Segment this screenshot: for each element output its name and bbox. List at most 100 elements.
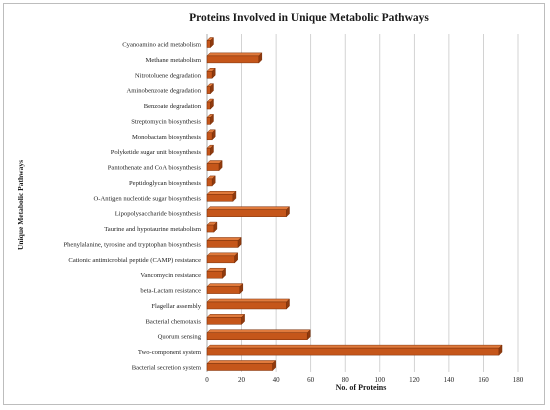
category-label: Pantothenate and CoA biosynthesis xyxy=(108,165,202,172)
bar-top-face xyxy=(206,314,246,318)
bar xyxy=(206,206,291,218)
bar-front-face xyxy=(206,101,211,110)
x-tick-label: 80 xyxy=(342,376,350,384)
bar-side-face xyxy=(210,98,214,110)
bar xyxy=(206,252,239,264)
bar-top-face xyxy=(206,360,277,364)
x-tick-label: 120 xyxy=(409,376,420,384)
bar-top-face xyxy=(206,283,244,287)
bar-side-face xyxy=(306,329,311,341)
bar-front-face xyxy=(206,86,211,94)
bar-top-face xyxy=(206,298,291,303)
bar xyxy=(206,113,215,126)
bar-front-face xyxy=(206,209,287,217)
category-label: Quorum sensing xyxy=(158,334,202,341)
bar xyxy=(206,359,277,372)
bar-top-face xyxy=(206,252,239,257)
category-label: Streptomycin biosynthesis xyxy=(131,118,201,125)
bar-front-face xyxy=(206,240,239,248)
bar xyxy=(206,129,216,141)
bar xyxy=(206,344,503,356)
x-axis-label: No. of Proteins xyxy=(336,383,387,392)
bar-top-face xyxy=(206,52,263,57)
bar xyxy=(206,190,237,202)
bar xyxy=(206,221,218,233)
bar-side-face xyxy=(213,221,218,233)
bar-front-face xyxy=(206,40,211,48)
bar-side-face xyxy=(232,190,237,202)
bar xyxy=(206,175,216,187)
category-label: Benzoate degradation xyxy=(144,103,202,110)
bar xyxy=(206,159,223,172)
bar xyxy=(206,67,216,79)
bar-front-face xyxy=(206,117,211,125)
category-label: Lipopolysaccharide biosynthesis xyxy=(115,211,202,218)
bar-front-face xyxy=(206,301,287,310)
x-tick-labels: 0 20 40 60 80 100 120 140 160 180 xyxy=(205,376,524,384)
bar xyxy=(206,52,263,64)
bar-front-face xyxy=(206,194,234,202)
bar xyxy=(206,144,215,156)
bar xyxy=(206,313,246,325)
category-label: O-Antigen nucleotide sugar biosynthesis xyxy=(94,195,202,202)
bar xyxy=(206,298,291,310)
gridlines xyxy=(206,34,519,372)
bar-front-face xyxy=(206,255,235,264)
bar-side-face xyxy=(234,252,238,264)
bar-side-face xyxy=(258,52,263,64)
bar-side-face xyxy=(498,344,503,356)
category-label: beta-Lactam resistance xyxy=(140,288,201,295)
category-label: Cyanoamino acid metabolism xyxy=(122,42,202,49)
category-label: Taurine and hypotaurine metabolism xyxy=(104,226,202,233)
bar-front-face xyxy=(206,224,215,233)
y-axis-label: Unique Metabolic Pathways xyxy=(16,160,25,250)
x-tick-label: 160 xyxy=(478,376,489,384)
bar-front-face xyxy=(206,163,220,171)
bar-side-face xyxy=(211,67,216,79)
bar xyxy=(206,236,242,249)
bar-side-face xyxy=(210,144,214,156)
category-label: Polyketide sugar unit biosynthesis xyxy=(111,149,202,156)
x-tick-label: 180 xyxy=(513,376,524,384)
bar-front-face xyxy=(206,347,500,356)
x-tick-label: 20 xyxy=(238,376,246,384)
category-label: Cationic antimicrobial peptide (CAMP) re… xyxy=(68,257,201,264)
bar-top-face xyxy=(206,206,291,210)
bar-front-face xyxy=(206,286,241,294)
bar-side-face xyxy=(286,298,290,310)
bar-side-face xyxy=(210,36,214,49)
bar-side-face xyxy=(211,129,216,141)
category-label: Two-component system xyxy=(138,349,202,356)
bar-top-face xyxy=(206,191,237,195)
bar-side-face xyxy=(237,236,242,249)
bar-front-face xyxy=(206,317,242,325)
category-label: Flagellar assembly xyxy=(151,303,201,310)
bars xyxy=(206,36,503,372)
bar-side-face xyxy=(210,83,214,95)
category-label: Peptidoglycan biosynthesis xyxy=(129,180,201,187)
bar-top-face xyxy=(206,329,311,333)
bar-side-face xyxy=(222,267,226,279)
x-tick-label: 100 xyxy=(375,376,386,384)
bar-side-face xyxy=(272,359,276,372)
bar xyxy=(206,267,227,279)
bar-front-face xyxy=(206,71,213,79)
bar-top-face xyxy=(206,344,503,349)
category-label: Aminobenzoate degradation xyxy=(126,88,201,95)
bar-side-face xyxy=(210,113,214,126)
category-label: Bacterial secretion system xyxy=(132,365,202,372)
chart-title: Proteins Involved in Unique Metabolic Pa… xyxy=(189,12,429,24)
category-label: Bacterial chemotaxis xyxy=(146,318,202,325)
bar-front-face xyxy=(206,332,308,340)
bar-front-face xyxy=(206,55,260,64)
bar-side-face xyxy=(218,159,223,172)
bar xyxy=(206,329,311,341)
bar-side-face xyxy=(211,175,216,187)
category-label: Vancomycin resistance xyxy=(140,272,201,279)
x-tick-label: 0 xyxy=(205,376,209,384)
category-labels: Cyanoamino acid metabolism Methane metabo… xyxy=(63,42,201,372)
x-tick-label: 140 xyxy=(444,376,455,384)
x-tick-label: 60 xyxy=(307,376,315,384)
